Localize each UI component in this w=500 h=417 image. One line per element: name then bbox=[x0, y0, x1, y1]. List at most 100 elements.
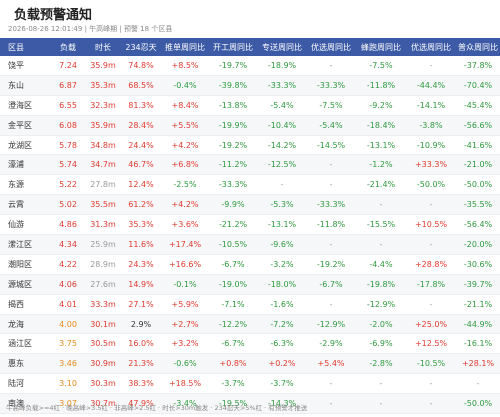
cell: 38.3% bbox=[120, 373, 162, 395]
cell: -15.5% bbox=[356, 214, 406, 236]
cell: -1.6% bbox=[258, 294, 306, 315]
cell: 4.00 bbox=[50, 314, 86, 335]
cell: -41.6% bbox=[456, 135, 500, 156]
cell: 5.74 bbox=[50, 154, 86, 176]
cell: -17.8% bbox=[406, 274, 456, 295]
cell: - bbox=[356, 234, 406, 255]
cell: -19.9% bbox=[208, 115, 258, 136]
cell: 东山 bbox=[0, 75, 50, 96]
cell: 35.9m bbox=[86, 115, 120, 136]
cell: -6.7% bbox=[208, 254, 258, 275]
cell: 5.02 bbox=[50, 194, 86, 216]
cell: -20.0% bbox=[456, 234, 500, 255]
table-row: 源城区 4.06 27.6m 14.9% -0.1% -19.0% -18.0% -6.7% -… bbox=[0, 274, 500, 295]
table-row: 潮阳区 4.22 28.9m 24.3% +16.6% -6.7% -3.2% -19.2% -… bbox=[0, 254, 500, 275]
table-body: 饶平 7.24 35.9m 74.8% +8.5% -19.7% -18.9% - -7.5% -… bbox=[0, 56, 500, 415]
cell: -7.5% bbox=[356, 56, 406, 76]
column-header: 优选周同比 bbox=[306, 38, 356, 56]
cell: -37.8% bbox=[456, 56, 500, 76]
cell: -9.6% bbox=[258, 234, 306, 255]
cell: -5.4% bbox=[258, 95, 306, 116]
cell: 澄海区 bbox=[0, 95, 50, 116]
cell: -19.8% bbox=[356, 274, 406, 295]
cell: - bbox=[306, 174, 356, 196]
cell: 金平区 bbox=[0, 115, 50, 136]
cell: -21.0% bbox=[456, 154, 500, 176]
cell: -9.9% bbox=[208, 194, 258, 216]
cell: -44.4% bbox=[406, 75, 456, 96]
cell: +8.4% bbox=[162, 95, 208, 116]
cell: - bbox=[456, 373, 500, 395]
cell: 2.9% bbox=[120, 314, 162, 335]
cell: -18.0% bbox=[258, 274, 306, 295]
cell: 30.7m bbox=[86, 393, 120, 415]
cell: 7.24 bbox=[50, 56, 86, 76]
cell: 濠浦 bbox=[0, 154, 50, 176]
cell: -0.1% bbox=[162, 274, 208, 295]
cell: +5.5% bbox=[162, 115, 208, 136]
table-row: 饶平 7.24 35.9m 74.8% +8.5% -19.7% -18.9% - -7.5% -… bbox=[0, 56, 500, 76]
cell: - bbox=[306, 56, 356, 76]
cell: - bbox=[406, 373, 456, 395]
cell: -39.7% bbox=[456, 274, 500, 295]
table-row: 东源 5.22 27.8m 12.4% -2.5% -33.3% - - -21.4% -50.0… bbox=[0, 174, 500, 196]
cell: -3.8% bbox=[406, 115, 456, 136]
cell: 11.6% bbox=[120, 234, 162, 255]
cell: -1.2% bbox=[356, 154, 406, 176]
cell: -19.5% bbox=[208, 393, 258, 415]
cell: 27.1% bbox=[120, 294, 162, 315]
cell: 4.01 bbox=[50, 294, 86, 315]
cell: 68.5% bbox=[120, 75, 162, 96]
cell: -6.7% bbox=[306, 274, 356, 295]
column-header: 负载 bbox=[50, 38, 86, 56]
cell: 4.86 bbox=[50, 214, 86, 236]
cell: +10.5% bbox=[406, 214, 456, 236]
cell: - bbox=[406, 194, 456, 216]
table-row: 陆河 3.10 30.3m 38.3% +18.5% -3.7% -3.7% - - - - bbox=[0, 373, 500, 395]
cell: -12.9% bbox=[306, 314, 356, 335]
cell: -18.4% bbox=[356, 115, 406, 136]
cell: -39.8% bbox=[208, 75, 258, 96]
cell: 涵江区 bbox=[0, 333, 50, 355]
cell: -50.0% bbox=[456, 393, 500, 415]
cell: -13.8% bbox=[208, 95, 258, 116]
cell: 3.46 bbox=[50, 353, 86, 375]
cell: 4.34 bbox=[50, 234, 86, 255]
table-row: 南澳 3.07 30.7m 47.9% -3.4% -19.5% -14.3% - - - -50.… bbox=[0, 393, 500, 415]
cell: -7.5% bbox=[306, 95, 356, 116]
cell: +28.8% bbox=[406, 254, 456, 275]
cell: -14.1% bbox=[406, 95, 456, 116]
cell: 16.0% bbox=[120, 333, 162, 355]
cell: -12.9% bbox=[356, 294, 406, 315]
cell: 仙游 bbox=[0, 214, 50, 236]
cell: 47.9% bbox=[120, 393, 162, 415]
table-row: 揭西 4.01 33.3m 27.1% +5.9% -7.1% -1.6% - -12.9% - -… bbox=[0, 294, 500, 315]
column-header: 专送周同比 bbox=[258, 38, 306, 56]
cell: 源城区 bbox=[0, 274, 50, 295]
table-row: 云霄 5.02 35.5m 61.2% +4.2% -9.9% -5.3% -33.3% - - -… bbox=[0, 194, 500, 216]
cell: 35.3% bbox=[120, 214, 162, 236]
cell: - bbox=[258, 174, 306, 196]
alert-table: 区县 负载 时长 234忍天 推单周同比 开工周同比 专送周同比 优选周同比 蜂跑周同比 优选周同… bbox=[0, 38, 500, 415]
cell: - bbox=[356, 393, 406, 415]
cell: -50.0% bbox=[456, 174, 500, 196]
cell: +8.5% bbox=[162, 56, 208, 76]
cell: 33.3m bbox=[86, 294, 120, 315]
cell: 东源 bbox=[0, 174, 50, 196]
column-header: 开工周同比 bbox=[208, 38, 258, 56]
cell: -10.5% bbox=[208, 234, 258, 255]
cell: 龙海 bbox=[0, 314, 50, 335]
cell: 30.1m bbox=[86, 314, 120, 335]
cell: -33.3% bbox=[208, 174, 258, 196]
cell: -6.3% bbox=[258, 333, 306, 355]
cell: -12.5% bbox=[258, 154, 306, 176]
cell: 潮阳区 bbox=[0, 254, 50, 275]
cell: - bbox=[406, 234, 456, 255]
cell: - bbox=[356, 373, 406, 395]
column-header: 234忍天 bbox=[120, 38, 162, 56]
cell: +18.5% bbox=[162, 373, 208, 395]
cell: 3.75 bbox=[50, 333, 86, 355]
cell: -56.4% bbox=[456, 214, 500, 236]
table-row: 仙游 4.86 31.3m 35.3% +3.6% -21.2% -13.1% -11.8% -… bbox=[0, 214, 500, 236]
